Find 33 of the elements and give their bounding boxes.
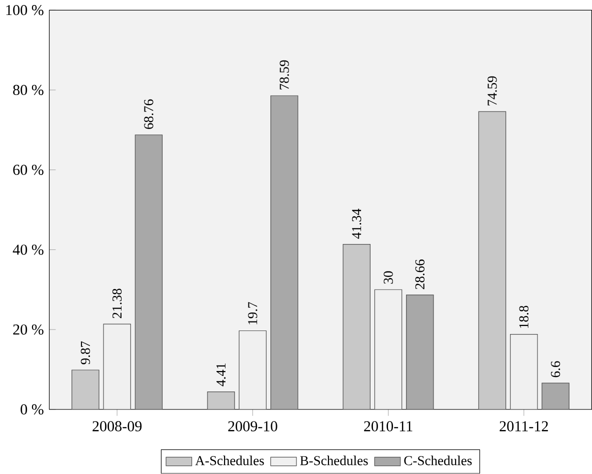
data-label: 6.6 xyxy=(550,361,560,378)
data-label: 74.59 xyxy=(488,76,497,106)
legend-label: B-Schedules xyxy=(300,456,368,466)
x-tick-label: 2011-12 xyxy=(500,421,548,432)
bar xyxy=(406,294,434,410)
x-tick-label: 2009-10 xyxy=(228,421,278,432)
legend-label: C-Schedules xyxy=(404,456,472,466)
y-tick-label: 40 % xyxy=(12,244,44,255)
data-label: 41.34 xyxy=(352,208,362,239)
data-label: 19.7 xyxy=(248,302,258,324)
data-label: 28.66 xyxy=(415,260,425,290)
data-label: 78.59 xyxy=(280,60,289,90)
data-label: 9.87 xyxy=(80,342,90,364)
bar xyxy=(207,392,235,410)
y-tick-label: 0 % xyxy=(20,404,44,415)
legend-label: A-Schedules xyxy=(195,456,264,466)
bar xyxy=(478,111,506,410)
y-tick-label: 20 % xyxy=(13,324,44,335)
y-tick-label: 100 % xyxy=(6,5,44,16)
x-tick-label: 2010-11 xyxy=(364,421,412,432)
bar xyxy=(542,382,570,410)
bar xyxy=(134,134,163,410)
bar xyxy=(342,244,371,410)
bar xyxy=(270,95,298,410)
data-label: 68.76 xyxy=(144,100,154,130)
y-tick-label: 80 % xyxy=(13,85,44,96)
data-label: 4.41 xyxy=(216,364,226,386)
bar xyxy=(72,370,100,410)
data-label: 21.38 xyxy=(112,288,122,318)
x-tick-label: 2008-09 xyxy=(92,421,142,432)
y-tick-label: 60 % xyxy=(13,164,44,176)
data-label: 30 xyxy=(384,271,393,284)
data-label: 18.8 xyxy=(519,306,528,328)
